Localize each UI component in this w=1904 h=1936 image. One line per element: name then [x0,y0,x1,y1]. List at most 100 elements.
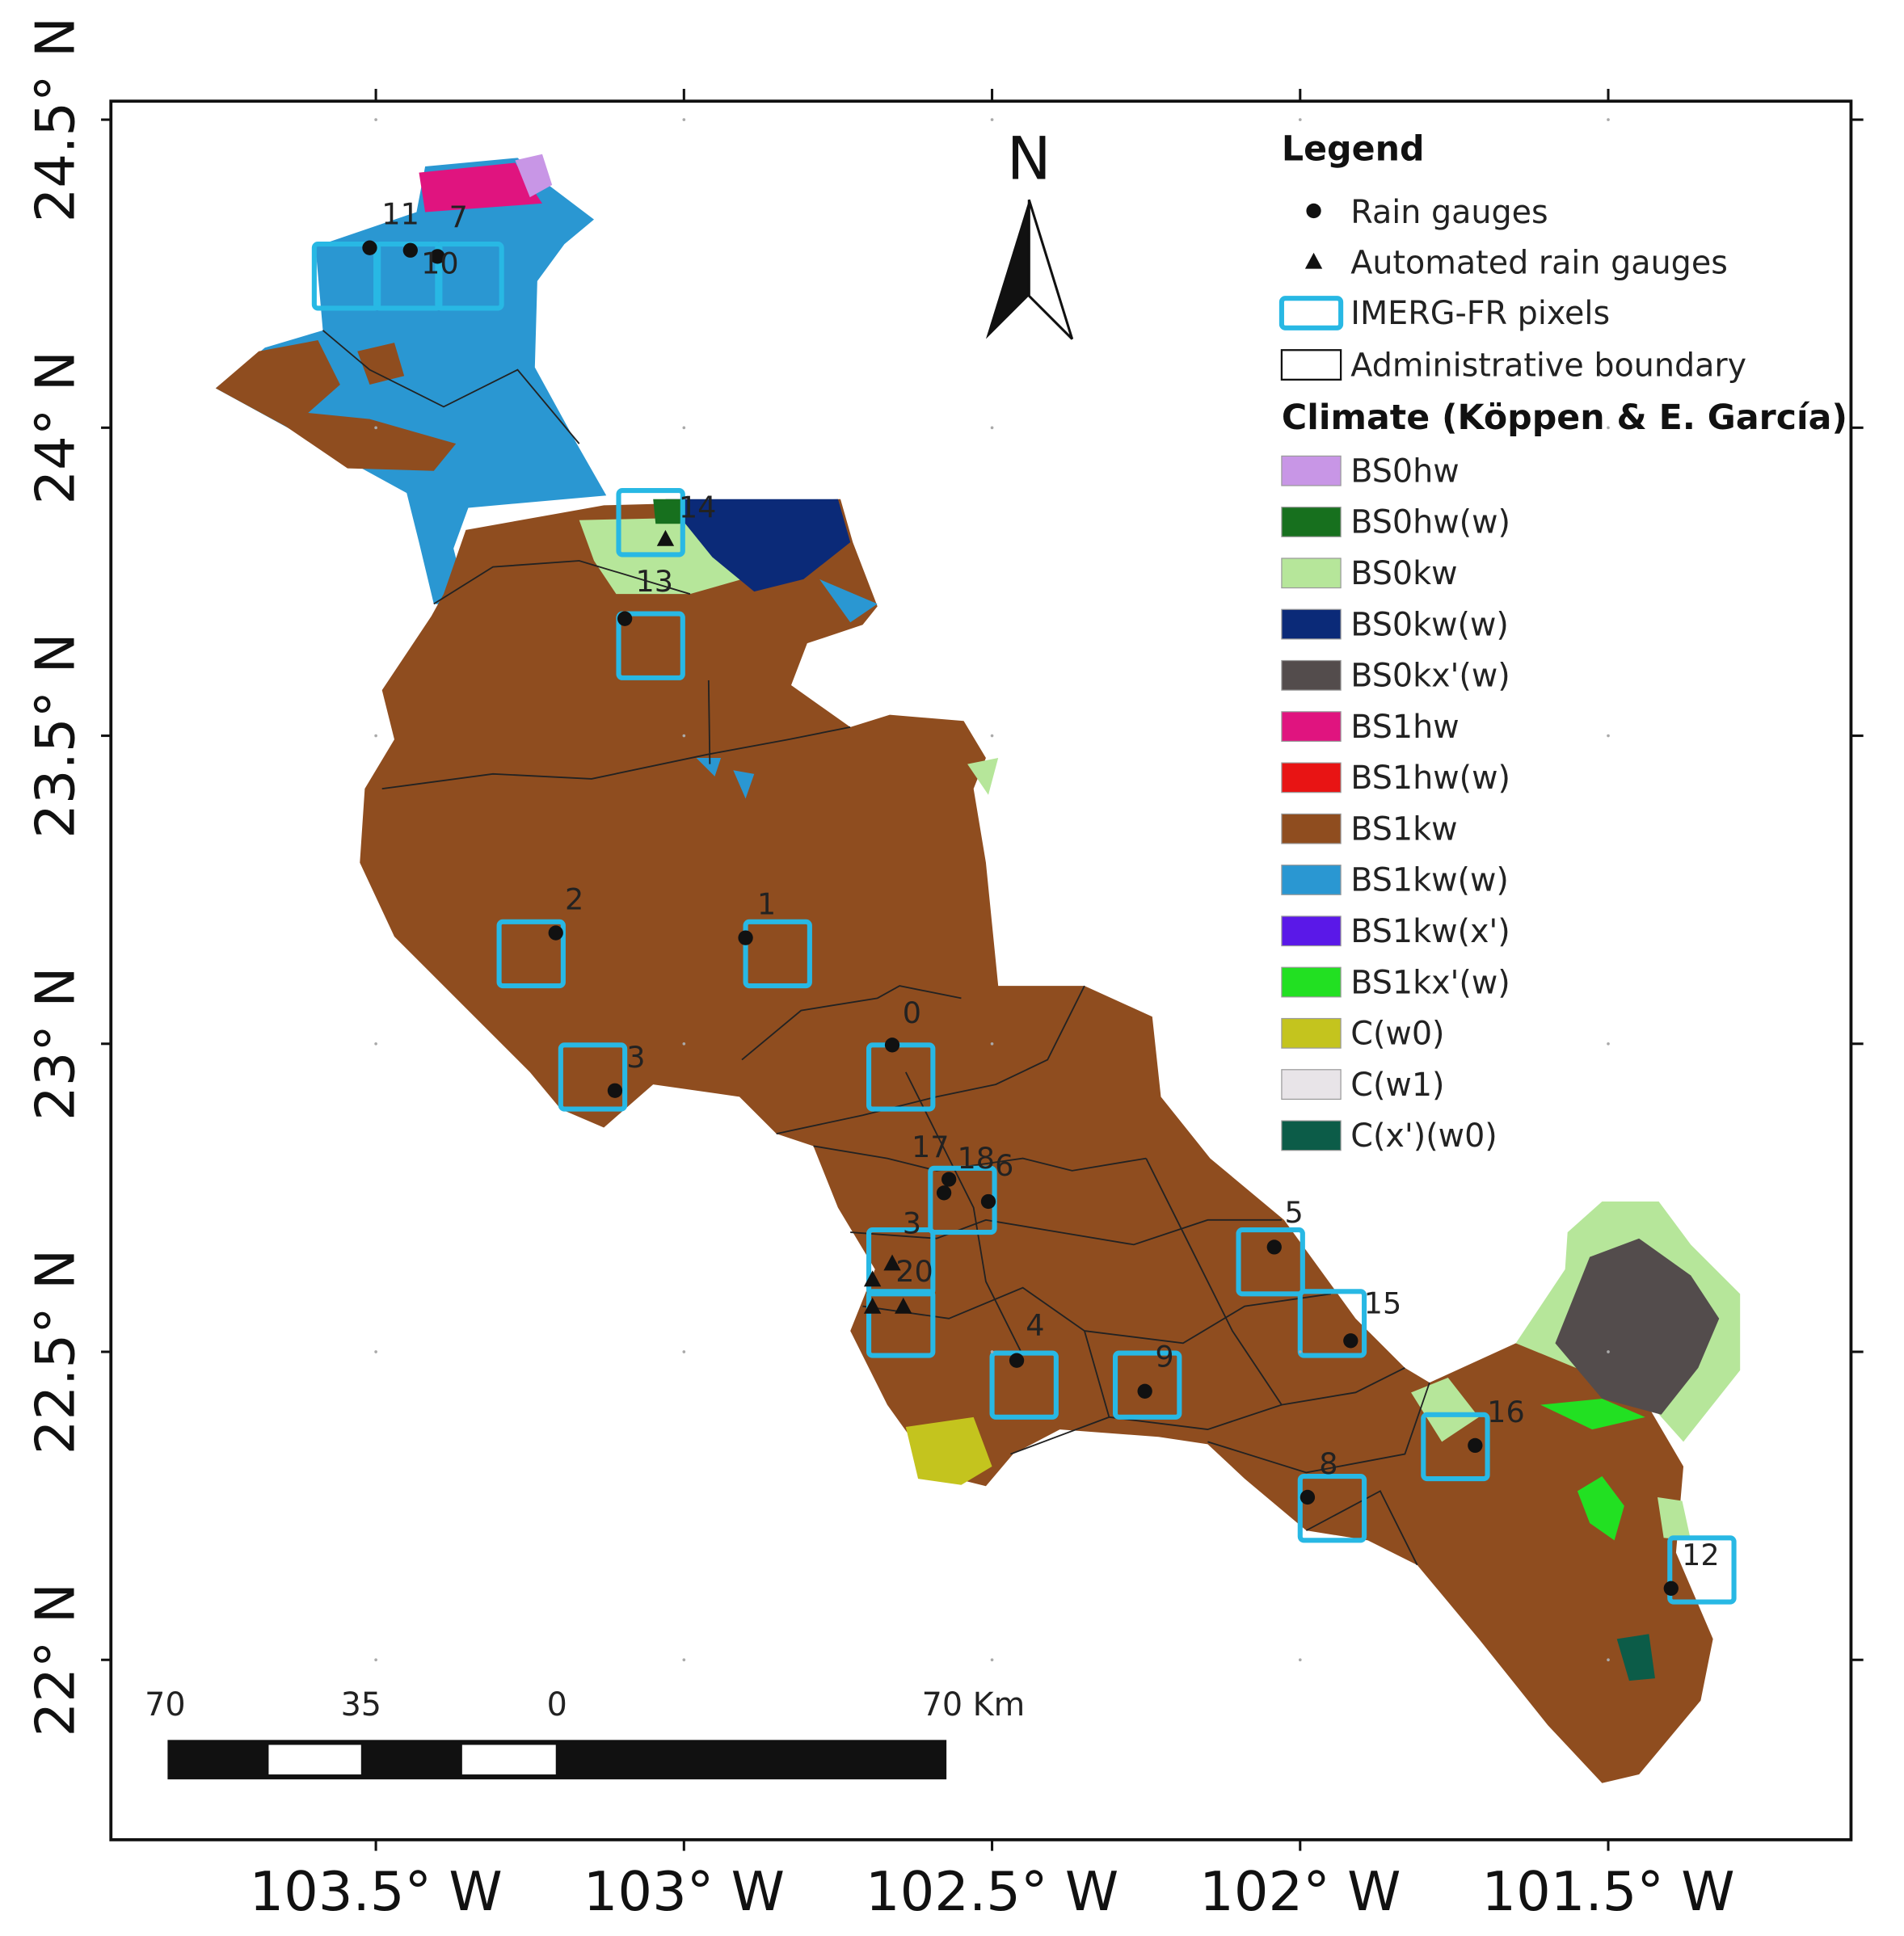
boundary [322,330,1430,1566]
rain-gauge [1343,1333,1358,1349]
legend-label: C(w0) [1350,1016,1444,1053]
station-label: 14 [679,490,717,525]
legend-swatch [1281,507,1342,537]
legend-label: C(w1) [1350,1067,1444,1104]
legend-label: BS0kw [1350,555,1457,592]
legend-swatch [1281,455,1342,486]
station-label: 6 [995,1148,1013,1183]
automated-gauge [863,1297,882,1314]
legend-label: BS0hw(w) [1350,504,1510,541]
graticule-dot [1607,426,1610,430]
imerg-pixel [743,919,812,989]
legend-swatch [1281,966,1342,998]
graticule-dot [990,1350,994,1353]
legend-auto-gauge [1304,252,1323,269]
region [360,499,1713,1783]
rain-gauge [362,240,377,255]
legend: Legend Rain gauges Automated rain gauges… [1278,128,1847,1155]
station-label: 10 [421,246,459,281]
imerg-pixel [1667,1535,1737,1605]
imerg-pixel [866,1042,936,1112]
legend-title: Legend [1282,128,1425,169]
legend-swatch [1281,865,1342,895]
graticule-dot [990,118,994,121]
legend-swatch [1281,1069,1342,1101]
station-label: 20 [895,1254,933,1289]
graticule-dot [990,1042,994,1046]
rain-gauge [617,611,633,626]
legend-swatch [1281,813,1342,844]
graticule-dot [374,1658,377,1662]
scale-label: 70 [145,1686,185,1723]
station-label: 0 [903,995,921,1030]
imerg-pixel [866,1289,936,1358]
region [905,1416,992,1485]
legend-label: BS1kx'(w) [1350,964,1510,1001]
legend-boundary [1280,349,1342,381]
region [215,340,457,471]
rain-gauge [980,1193,996,1210]
scale-label: 70 Km [922,1686,1026,1723]
lon-label: 102° W [1199,1860,1401,1923]
legend-label: Rain gauges [1350,194,1548,231]
legend-label: BS0kw(w) [1350,606,1509,643]
rain-gauge [548,925,563,941]
region [419,162,542,213]
rain-gauge [936,1185,952,1201]
station-label: 13 [635,564,673,599]
automated-gauge [656,529,675,546]
station-label: 9 [1155,1339,1173,1374]
region [696,579,878,799]
graticule-dot [1298,426,1302,430]
graticule-dot [1298,1658,1302,1662]
station-label: 17 [912,1130,950,1164]
north-arrow: N [985,124,1074,340]
legend-swatch [1281,659,1342,691]
imerg-pixel [1297,1473,1367,1543]
imerg-pixel [1421,1412,1490,1482]
legend-gauge [1306,203,1321,219]
station-label: 1 [757,887,776,922]
station-label: 16 [1487,1395,1525,1429]
graticule-dot [682,1658,686,1662]
climate-regions [215,154,1741,1783]
station-label: 3 [903,1206,921,1241]
scale-label: 35 [341,1686,381,1723]
graticule-dot [374,734,377,738]
graticule-dot [682,1042,686,1046]
station-label: 12 [1682,1538,1720,1572]
imerg-pixels [311,242,1737,1605]
station-label: 8 [1319,1446,1337,1481]
lat-label: 23.5° N [23,633,86,838]
graticule-dot [374,118,377,121]
legend-label: BS1kw(w) [1350,862,1509,899]
legend-label: Automated rain gauges [1350,245,1728,282]
rain-gauge [1266,1239,1282,1255]
region [665,499,851,592]
legend-label: BS1hw(w) [1350,760,1510,797]
graticule-dot [990,426,994,430]
legend-pixel [1278,296,1344,330]
scale-bar: 70 35 0 70 Km [145,1686,1026,1780]
legend-swatch [1281,608,1342,640]
lon-label: 103° W [583,1860,785,1923]
graticule-dot [374,1042,377,1046]
legend-climate-title: Climate (Köppen & E. García) [1282,398,1847,438]
scale-bar-segment [461,1745,556,1775]
station-label: 15 [1364,1286,1402,1321]
graticule-dot [1607,118,1610,121]
graticule-dot [1607,1658,1610,1662]
lon-label: 103.5° W [249,1860,502,1923]
station-label: 18 [957,1141,995,1176]
imerg-pixel [989,1350,1059,1420]
region [515,154,553,198]
admin-boundaries [322,330,1430,1566]
rain-gauge [607,1083,623,1098]
legend-swatch [1281,711,1342,743]
legend-label: BS0kx'(w) [1350,658,1510,695]
imerg-pixel [1297,1289,1367,1358]
graticule-dot [1298,118,1302,121]
graticule-dot [990,734,994,738]
